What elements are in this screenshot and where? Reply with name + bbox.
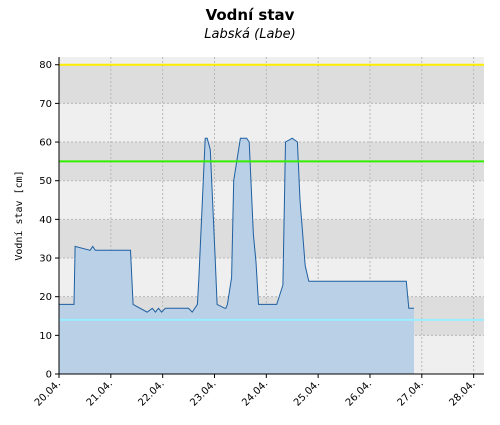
- x-tick-label-8: 28.04.: [447, 378, 477, 408]
- band-6: [59, 103, 484, 143]
- x-tick-label-2: 22.04.: [137, 378, 167, 408]
- y-tick-label-3: 30: [39, 254, 52, 265]
- y-tick-label-8: 80: [39, 60, 52, 71]
- y-tick-label-1: 10: [39, 331, 52, 342]
- x-axis-ticks: 20.04. 21.04. 22.04. 23.04. 24.04. 25.04. 26.0…: [33, 374, 478, 409]
- series-area-0: [59, 138, 414, 374]
- x-tick-label-6: 26.04.: [344, 378, 374, 408]
- band-4: [59, 180, 484, 220]
- y-tick-label-2: 20: [39, 292, 52, 303]
- chart-title: Vodní stav: [205, 6, 295, 24]
- y-tick-label-5: 50: [39, 176, 52, 187]
- x-tick-label-3: 23.04.: [188, 378, 218, 408]
- y-tick-label-6: 60: [39, 138, 52, 149]
- x-tick-label-0: 20.04.: [33, 378, 63, 408]
- y-tick-label-4: 40: [39, 215, 52, 226]
- band-7: [59, 64, 484, 104]
- x-tick-label-1: 21.04.: [85, 378, 115, 408]
- y-axis-ticks: 0 10 20 30 40 50 60 70 80: [39, 60, 59, 381]
- y-tick-label-0: 0: [46, 370, 52, 381]
- series-layer: [59, 137, 414, 374]
- series-line-0: [59, 137, 414, 313]
- chart-subtitle: Labská (Labe): [204, 27, 296, 42]
- threshold-lines: [59, 63, 484, 321]
- axes: [58, 57, 484, 375]
- x-tick-label-5: 25.04.: [292, 378, 322, 408]
- y-axis-title: Vodní stav [cm]: [13, 170, 25, 260]
- y-tick-label-7: 70: [39, 99, 52, 110]
- x-tick-label-4: 24.04.: [240, 378, 270, 408]
- band-8: [59, 57, 484, 65]
- x-tick-label-7: 27.04.: [396, 378, 426, 408]
